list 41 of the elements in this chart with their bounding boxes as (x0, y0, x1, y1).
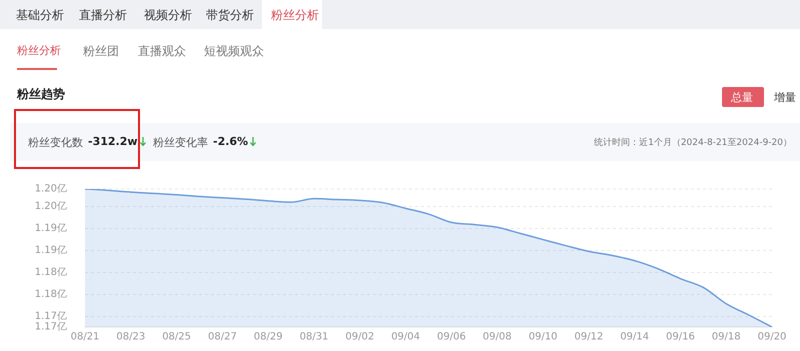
x-tick-label: 09/02 (345, 332, 374, 343)
x-tick-label: 09/14 (620, 332, 650, 343)
chart-title: 粉丝趋势 (17, 86, 65, 103)
y-tick-label: 1.17亿 (34, 311, 67, 322)
x-tick-label: 08/27 (208, 332, 237, 343)
text: -312.2w (88, 135, 138, 148)
x-tick-label: 09/04 (391, 332, 420, 343)
text: 粉丝变化率 (153, 135, 208, 150)
y-tick-label: 1.19亿 (34, 245, 67, 256)
x-tick-label: 09/12 (574, 332, 604, 343)
y-tick-label: 1.17亿 (34, 322, 67, 333)
text: 视频分析 (144, 7, 192, 24)
text: 粉丝团 (83, 43, 119, 60)
text: 粉丝分析 (271, 7, 319, 24)
text: -2.6% (213, 135, 248, 148)
text: 统计时间：近1个月（2024-8-21至2024-9-20） (594, 136, 792, 149)
text: 短视频观众 (204, 43, 264, 60)
text: 基础分析 (16, 7, 64, 24)
x-tick-label: 08/31 (300, 332, 328, 343)
text: 直播分析 (79, 7, 127, 24)
x-tick-label: 08/29 (254, 332, 283, 343)
x-tick-label: 08/25 (162, 332, 192, 343)
x-tick-label: 09/20 (758, 332, 786, 343)
x-tick-label: 08/23 (116, 332, 146, 343)
y-tick-label: 1.20亿 (34, 184, 67, 195)
text: 粉丝变化数 (28, 135, 83, 150)
x-tick-label: 09/06 (436, 332, 466, 343)
x-tick-label: 09/10 (528, 332, 558, 343)
x-tick-label: 09/16 (666, 332, 695, 343)
text: 粉丝分析 (17, 43, 61, 58)
y-tick-label: 1.18亿 (34, 267, 67, 278)
y-tick-label: 1.20亿 (34, 201, 67, 212)
y-tick-label: 1.19亿 (34, 223, 67, 234)
text: 带货分析 (206, 7, 254, 24)
x-tick-label: 08/21 (70, 332, 100, 343)
y-tick-label: 1.18亿 (34, 289, 67, 300)
text: 总量 (731, 90, 753, 105)
x-tick-label: 09/08 (482, 332, 512, 343)
text: 直播观众 (138, 43, 186, 60)
text: 增量 (774, 90, 796, 105)
x-tick-label: 09/18 (712, 332, 741, 343)
